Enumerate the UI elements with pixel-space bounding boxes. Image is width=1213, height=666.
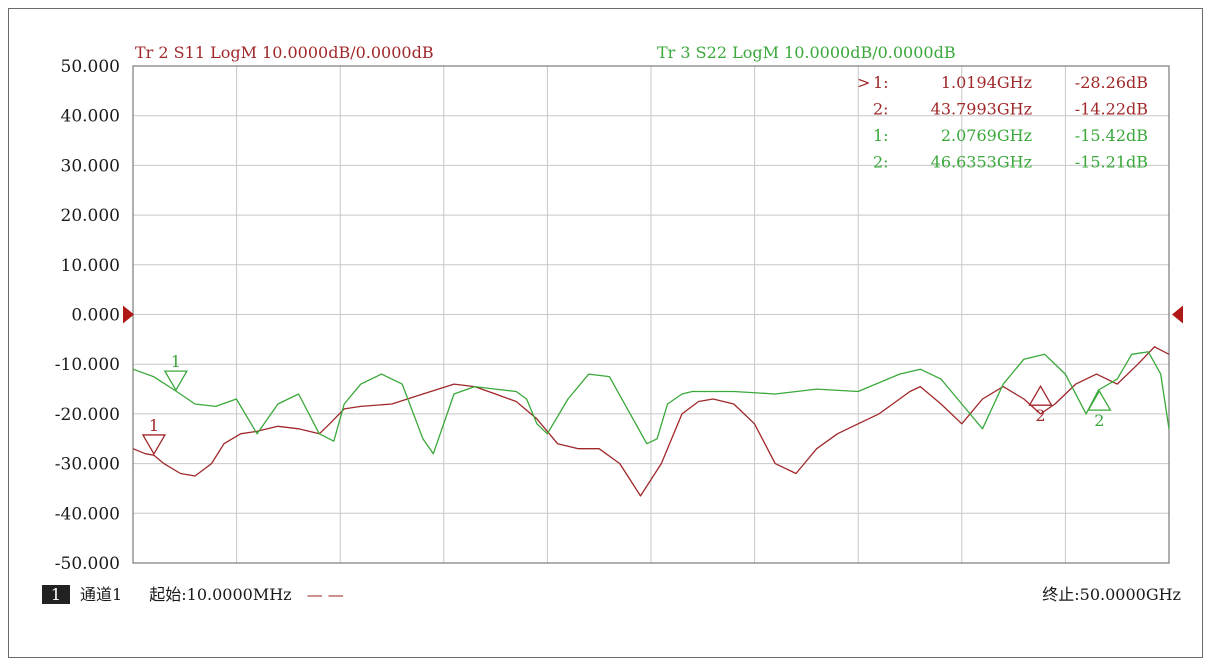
start-frequency[interactable]: 起始:10.0000MHz	[149, 585, 292, 604]
y-tick-label: 20.000	[61, 206, 120, 226]
marker-label: 1	[149, 416, 159, 435]
marker-number: 2:	[873, 153, 889, 172]
marker-value: -28.26dB	[1075, 73, 1148, 92]
marker-triangle	[1087, 389, 1112, 411]
marker-label: 2	[1094, 411, 1104, 430]
y-tick-label: 40.000	[61, 107, 120, 127]
footer-left: 1 通道1 起始:10.0000MHz — —	[42, 581, 344, 605]
marker-triangle	[1028, 384, 1053, 406]
y-tick-label: -30.000	[55, 455, 120, 475]
grid	[132, 65, 1170, 564]
channel-number-badge[interactable]: 1	[42, 585, 70, 604]
y-tick-label: 30.000	[61, 156, 120, 176]
marker-triangle	[163, 370, 189, 392]
y-tick-label: -50.000	[55, 554, 120, 574]
marker-label: 1	[171, 352, 181, 371]
marker-frequency: 46.6353GHz	[931, 153, 1032, 172]
traces	[132, 346, 1170, 497]
channel-name[interactable]: 通道1	[80, 585, 123, 604]
trace-line-indicator: — —	[306, 585, 344, 604]
y-tick-label: 10.000	[61, 256, 120, 276]
marker-frequency: 2.0769GHz	[941, 126, 1032, 145]
y-tick-label: -20.000	[55, 405, 120, 425]
marker-value: -15.21dB	[1075, 153, 1148, 172]
trace-line-s11	[132, 346, 1170, 497]
reference-arrow-right	[1172, 305, 1183, 324]
marker-frequency: 1.0194GHz	[941, 73, 1032, 92]
marker-number: 1:	[873, 126, 889, 145]
trace3-label: Tr 3 S22 LogM 10.0000dB/0.0000dB	[657, 43, 956, 62]
marker-frequency: 43.7993GHz	[931, 100, 1032, 119]
trace-line-s22	[132, 351, 1170, 455]
header: Tr 2 S11 LogM 10.0000dB/0.0000dB Tr 3 S22…	[135, 43, 956, 62]
stop-frequency[interactable]: 终止:50.0000GHz	[1042, 585, 1181, 604]
trace2-label: Tr 2 S11 LogM 10.0000dB/0.0000dB	[135, 43, 434, 62]
marker-number: 1:	[873, 73, 889, 92]
y-tick-label: -10.000	[55, 355, 120, 375]
y-tick-label: 0.000	[71, 306, 120, 326]
y-tick-label: -40.000	[55, 504, 120, 524]
y-tick-label: 50.000	[61, 57, 120, 77]
chart-markers: 1 1 2 2	[141, 352, 1112, 456]
marker-number: 2:	[873, 100, 889, 119]
marker-label: 2	[1035, 406, 1045, 425]
marker-triangle	[141, 434, 167, 456]
reference-arrows	[123, 305, 1183, 324]
reference-arrow-left	[123, 305, 134, 324]
window-frame	[8, 8, 1203, 658]
y-axis: 50.000 40.000 30.000 20.000 10.000 0.000 -10.0…	[55, 57, 120, 574]
marker-value: -15.42dB	[1075, 126, 1148, 145]
marker-value: -14.22dB	[1075, 100, 1148, 119]
marker-table: >1: 1.0194GHz -28.26dB 2: 43.7993GHz -14.22dB…	[857, 73, 1148, 172]
active-marker-indicator: >	[857, 73, 870, 92]
